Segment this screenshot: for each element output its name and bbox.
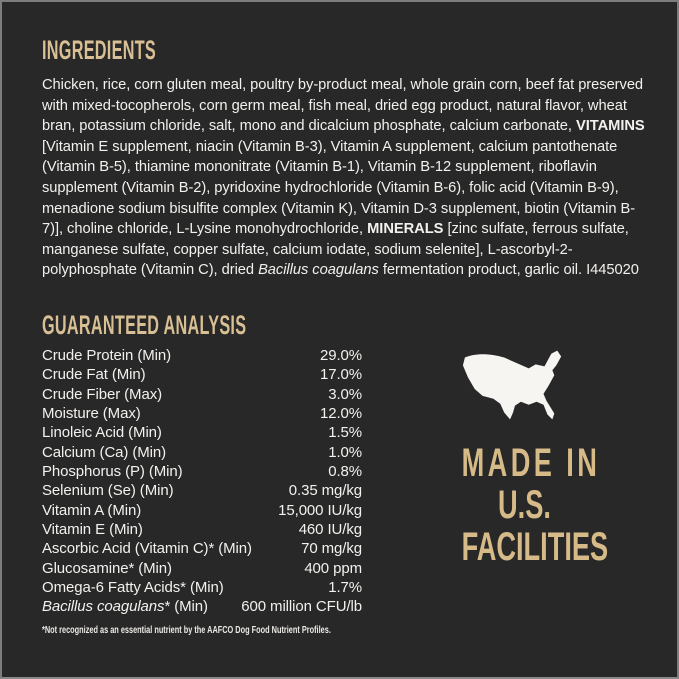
made-in-us-badge: MADE IN U.S. FACILITIES [432,347,617,568]
analysis-row: Phosphorus (P) (Min) 0.8% [42,462,362,481]
badge-line-made-in: MADE IN [461,441,601,485]
guaranteed-analysis-table: Crude Protein (Min) 29.0% Crude Fat (Min) 1… [42,346,362,617]
analysis-row-value: 600 million CFU/lb [241,598,362,616]
ingredient-segment: fermentation product, garlic oil. I44502… [378,262,639,279]
badge-line-facilities: FACILITIES [461,525,609,569]
analysis-row-label: Phosphorus (P) (Min) [42,463,183,481]
analysis-row-value: 460 IU/kg [298,521,362,539]
analysis-row-label: Vitamin A (Min) [42,501,142,519]
analysis-row: Crude Protein (Min) 29.0% [42,346,362,365]
analysis-row: Crude Fiber (Max) 3.0% [42,385,362,404]
analysis-row-value: 1.5% [328,424,362,442]
analysis-row: Ascorbic Acid (Vitamin C)* (Min) 70 mg/kg [42,539,362,558]
analysis-row: Selenium (Se) (Min) 0.35 mg/kg [42,481,362,500]
made-in-us-text: MADE IN U.S. FACILITIES [432,442,617,568]
analysis-row-label: Glucosamine* (Min) [42,559,172,577]
analysis-row-label: Crude Fiber (Max) [42,385,162,403]
ingredient-segment: VITAMINS [575,118,645,135]
ingredients-heading: INGREDIENTS [42,35,157,65]
analysis-row-label: Crude Protein (Min) [42,347,171,364]
analysis-row-label: Omega-6 Fatty Acids* (Min) [42,579,224,597]
analysis-row-label: Vitamin E (Min) [42,521,143,539]
analysis-row-label: Moisture (Max) [42,405,141,423]
usa-map-icon [462,350,562,420]
analysis-row: Glucosamine* (Min) 400 ppm [42,559,362,578]
analysis-row-label: Calcium (Ca) (Min) [42,443,167,461]
analysis-row-value: 400 ppm [304,559,362,577]
analysis-row: Moisture (Max) 12.0% [42,404,362,423]
analysis-row-value: 29.0% [319,347,362,364]
ingredient-segment: MINERALS [367,221,444,238]
ingredient-segment: Chicken, rice, corn gluten meal, poultry… [42,77,644,135]
analysis-row: Bacillus coagulans* (Min) 600 million CFU… [42,597,362,616]
analysis-row: Linoleic Acid (Min) 1.5% [42,423,362,442]
analysis-row-value: 70 mg/kg [301,540,362,558]
badge-line-us: U.S. [498,483,551,527]
analysis-row-label: Bacillus coagulans* (Min) [42,598,208,616]
analysis-row-value: 0.35 mg/kg [288,482,362,500]
analysis-row: Calcium (Ca) (Min) 1.0% [42,443,362,462]
analysis-row-label: Ascorbic Acid (Vitamin C)* (Min) [42,540,252,558]
ingredients-text: Chicken, rice, corn gluten meal, poultry… [42,75,650,281]
analysis-row-value: 17.0% [319,366,362,384]
analysis-row: Omega-6 Fatty Acids* (Min) 1.7% [42,578,362,597]
analysis-row: Vitamin E (Min) 460 IU/kg [42,520,362,539]
analysis-row-value: 1.7% [328,579,362,597]
ingredient-segment: Bacillus coagulans [258,262,379,279]
ingredient-segment: [Vitamin E supplement, niacin (Vitamin B… [42,138,636,238]
analysis-row-label: Crude Fat (Min) [42,366,146,384]
aafco-footnote: *Not recognized as an essential nutrient… [42,624,331,636]
analysis-row-value: 1.0% [328,443,362,461]
analysis-row: Vitamin A (Min) 15,000 IU/kg [42,501,362,520]
analysis-row: Crude Fat (Min) 17.0% [42,365,362,384]
ingredient-segment: [zinc sulfate, ferrous sulfate, manganes… [42,221,629,279]
analysis-row-value: 12.0% [319,405,362,423]
guaranteed-analysis-heading: GUARANTEED ANALYSIS [42,310,247,340]
analysis-row-value: 3.0% [328,385,362,403]
analysis-row-value: 15,000 IU/kg [278,501,362,519]
analysis-row-label: Linoleic Acid (Min) [42,424,162,442]
analysis-row-label: Selenium (Se) (Min) [42,482,174,500]
analysis-row-value: 0.8% [328,463,362,481]
